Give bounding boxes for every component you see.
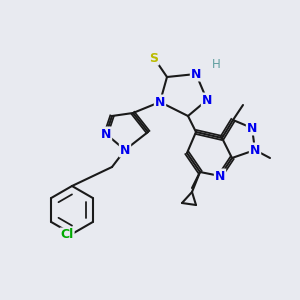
Text: Cl: Cl (60, 229, 74, 242)
Text: N: N (120, 143, 130, 157)
Text: S: S (149, 52, 158, 64)
Text: N: N (191, 68, 201, 80)
Text: N: N (247, 122, 257, 134)
Text: N: N (250, 143, 260, 157)
Text: N: N (155, 95, 165, 109)
Text: N: N (215, 169, 225, 182)
Text: H: H (212, 58, 220, 71)
Text: N: N (101, 128, 111, 140)
Text: N: N (202, 94, 212, 106)
